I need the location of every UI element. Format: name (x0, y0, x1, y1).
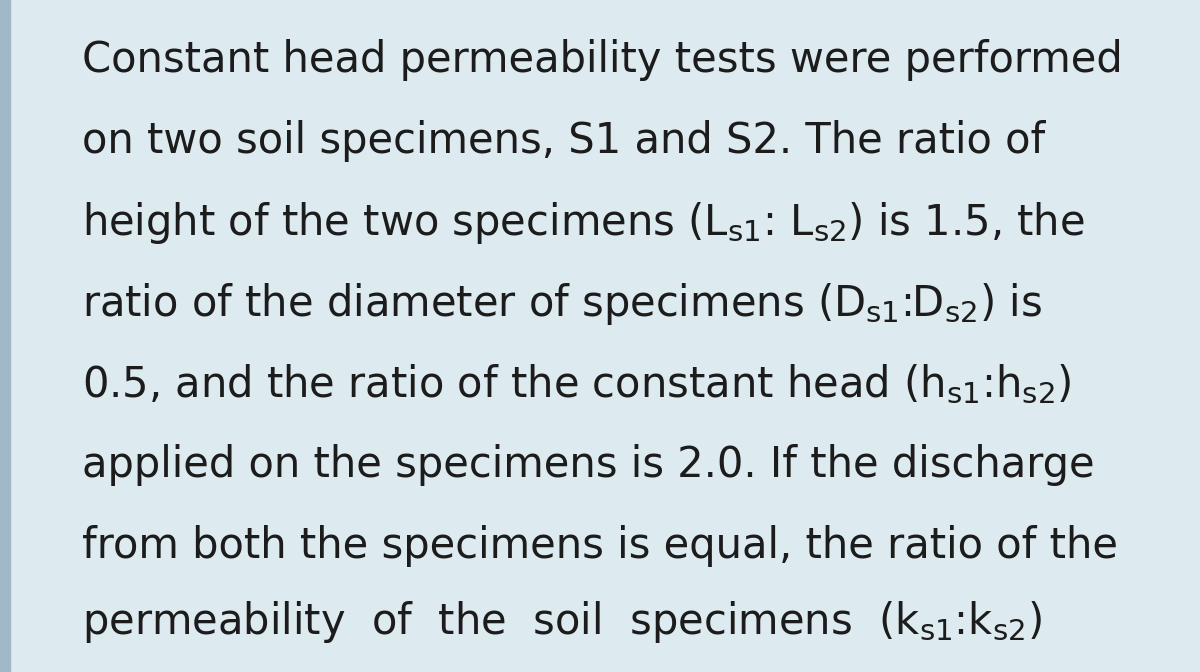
Text: on two soil specimens, S1 and S2. The ratio of: on two soil specimens, S1 and S2. The ra… (82, 120, 1045, 162)
Text: applied on the specimens is 2.0. If the discharge: applied on the specimens is 2.0. If the … (82, 444, 1094, 486)
Text: height of the two specimens (L$_{\sf s1}$: L$_{\sf s2}$) is 1.5, the: height of the two specimens (L$_{\sf s1}… (82, 200, 1085, 246)
Text: 0.5, and the ratio of the constant head (h$_{\sf s1}$:h$_{\sf s2}$): 0.5, and the ratio of the constant head … (82, 363, 1072, 406)
Text: ratio of the diameter of specimens (D$_{\sf s1}$:D$_{\sf s2}$) is: ratio of the diameter of specimens (D$_{… (82, 281, 1042, 327)
Text: Constant head permeability tests were performed: Constant head permeability tests were pe… (82, 40, 1122, 81)
Bar (0, 0, 10, 672)
Text: from both the specimens is equal, the ratio of the: from both the specimens is equal, the ra… (82, 525, 1117, 566)
Text: permeability  of  the  soil  specimens  (k$_{\sf s1}$:k$_{\sf s2}$): permeability of the soil specimens (k$_{… (82, 599, 1042, 644)
